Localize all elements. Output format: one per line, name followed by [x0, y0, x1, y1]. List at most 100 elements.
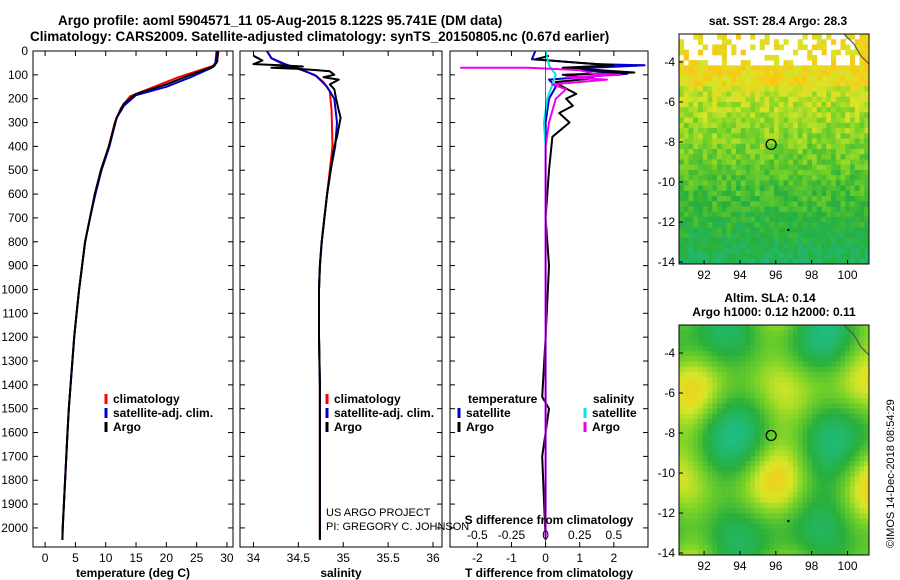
- map-cell: [850, 206, 856, 213]
- map-cell: [788, 372, 794, 378]
- map-cell: [769, 502, 775, 509]
- map-cell: [750, 382, 756, 389]
- map-cell: [864, 143, 870, 150]
- map-cell: [788, 382, 794, 389]
- map-cell: [769, 544, 775, 551]
- map-cell: [831, 450, 837, 457]
- map-cell: [726, 466, 732, 472]
- map-cell: [774, 325, 780, 331]
- map-cell: [778, 248, 784, 254]
- map-cell: [821, 122, 827, 129]
- map-cell: [802, 216, 808, 223]
- map-cell: [826, 65, 832, 71]
- map-cell: [740, 434, 746, 441]
- map-cell: [788, 377, 794, 383]
- map-cell: [812, 534, 818, 540]
- map-cell: [702, 227, 708, 234]
- map-cell: [807, 175, 813, 181]
- map-cell: [854, 502, 860, 509]
- map-cell: [707, 101, 713, 108]
- map-cell: [783, 434, 789, 441]
- map-cell: [831, 544, 837, 551]
- map-cell: [793, 216, 799, 223]
- map-cell: [835, 185, 841, 192]
- map-cell: [793, 492, 799, 498]
- map-cell: [831, 81, 837, 87]
- map-cell: [688, 481, 694, 488]
- map-cell: [717, 253, 723, 260]
- map-cell: [721, 164, 727, 171]
- map-cell: [802, 112, 808, 119]
- map-cell: [679, 356, 685, 362]
- map-cell: [859, 196, 865, 202]
- map-cell: [783, 65, 789, 71]
- map-cell: [688, 86, 694, 92]
- map-cell: [707, 361, 713, 368]
- x-tick-label-salinity: 34: [247, 551, 261, 565]
- map-cell: [812, 351, 818, 357]
- map-cell: [755, 361, 761, 368]
- map-cell: [821, 387, 827, 394]
- map-cell: [764, 366, 770, 373]
- map-cell: [774, 507, 780, 514]
- map-cell: [783, 481, 789, 488]
- map-cell: [812, 149, 818, 155]
- map-cell: [788, 164, 794, 171]
- map-cell: [736, 392, 742, 399]
- map-cell: [864, 471, 870, 477]
- map-cell: [793, 377, 799, 383]
- map-cell: [759, 325, 765, 331]
- map-cell: [854, 117, 860, 124]
- map-cell: [745, 258, 751, 265]
- map-cell: [726, 528, 732, 535]
- map-cell: [759, 340, 765, 347]
- map-cell: [774, 523, 780, 530]
- map-cell: [755, 403, 761, 410]
- map-cell: [812, 216, 818, 223]
- map-cell: [783, 211, 789, 218]
- map-cell: [679, 237, 685, 244]
- map-cell: [698, 361, 704, 368]
- map-cell: [826, 481, 832, 488]
- map-cell: [816, 222, 822, 228]
- map-cell: [736, 117, 742, 124]
- map-cell: [731, 450, 737, 457]
- map-cell: [731, 507, 737, 514]
- map-cell: [702, 382, 708, 389]
- map-cell: [807, 528, 813, 535]
- map-cell: [807, 232, 813, 239]
- map-cell: [740, 164, 746, 171]
- map-cell: [736, 377, 742, 383]
- map-cell: [683, 366, 689, 373]
- map-cell: [831, 460, 837, 467]
- map-cell: [679, 440, 685, 446]
- map-cell: [835, 539, 841, 545]
- map-cell: [750, 258, 756, 265]
- map-cell: [783, 91, 789, 98]
- map-cell: [802, 211, 808, 218]
- map-cell: [812, 65, 818, 71]
- map-cell: [721, 361, 727, 368]
- map-cell: [774, 81, 780, 87]
- map-cell: [726, 211, 732, 218]
- map-cell: [736, 361, 742, 368]
- map-cell: [707, 164, 713, 171]
- map-cell: [816, 481, 822, 488]
- map-cell: [712, 382, 718, 389]
- map-cell: [835, 196, 841, 202]
- map-cell: [764, 154, 770, 160]
- map-cell: [745, 75, 751, 82]
- map-cell: [778, 392, 784, 399]
- map-cell: [712, 330, 718, 336]
- map-cell: [783, 356, 789, 362]
- map-cell: [712, 419, 718, 425]
- map-cell: [850, 419, 856, 425]
- map-cell: [717, 70, 723, 77]
- map-cell: [688, 487, 694, 493]
- map-cell: [769, 232, 775, 239]
- map-cell: [835, 460, 841, 467]
- map-cell: [688, 340, 694, 347]
- map-cell: [769, 382, 775, 389]
- map-cell: [759, 75, 765, 82]
- map-cell: [721, 101, 727, 108]
